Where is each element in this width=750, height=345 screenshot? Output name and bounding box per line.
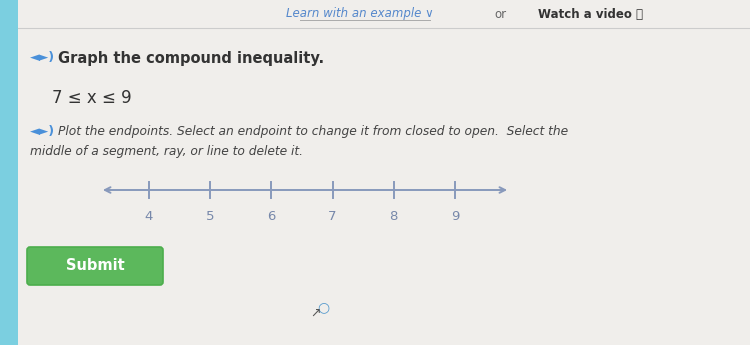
- Text: ◄►): ◄►): [30, 51, 56, 65]
- Text: 7: 7: [328, 210, 337, 223]
- Text: Submit: Submit: [66, 258, 124, 274]
- Bar: [0, 0, 18, 345]
- Text: ○: ○: [317, 300, 329, 314]
- Text: ↗: ↗: [310, 306, 320, 319]
- Text: ◄►): ◄►): [30, 126, 56, 138]
- Text: Graph the compound inequality.: Graph the compound inequality.: [58, 50, 324, 66]
- Text: 4: 4: [145, 210, 153, 223]
- Text: Plot the endpoints. Select an endpoint to change it from closed to open.  Select: Plot the endpoints. Select an endpoint t…: [58, 126, 568, 138]
- Text: 9: 9: [451, 210, 459, 223]
- Text: 6: 6: [267, 210, 275, 223]
- Text: 8: 8: [389, 210, 398, 223]
- Text: Watch a video ⓘ: Watch a video ⓘ: [538, 8, 643, 20]
- Text: or: or: [494, 8, 506, 20]
- Text: 7 ≤ x ≤ 9: 7 ≤ x ≤ 9: [52, 89, 132, 107]
- FancyBboxPatch shape: [27, 247, 163, 285]
- Text: 5: 5: [206, 210, 214, 223]
- Text: Learn with an example ∨: Learn with an example ∨: [286, 8, 434, 20]
- Text: middle of a segment, ray, or line to delete it.: middle of a segment, ray, or line to del…: [30, 146, 303, 158]
